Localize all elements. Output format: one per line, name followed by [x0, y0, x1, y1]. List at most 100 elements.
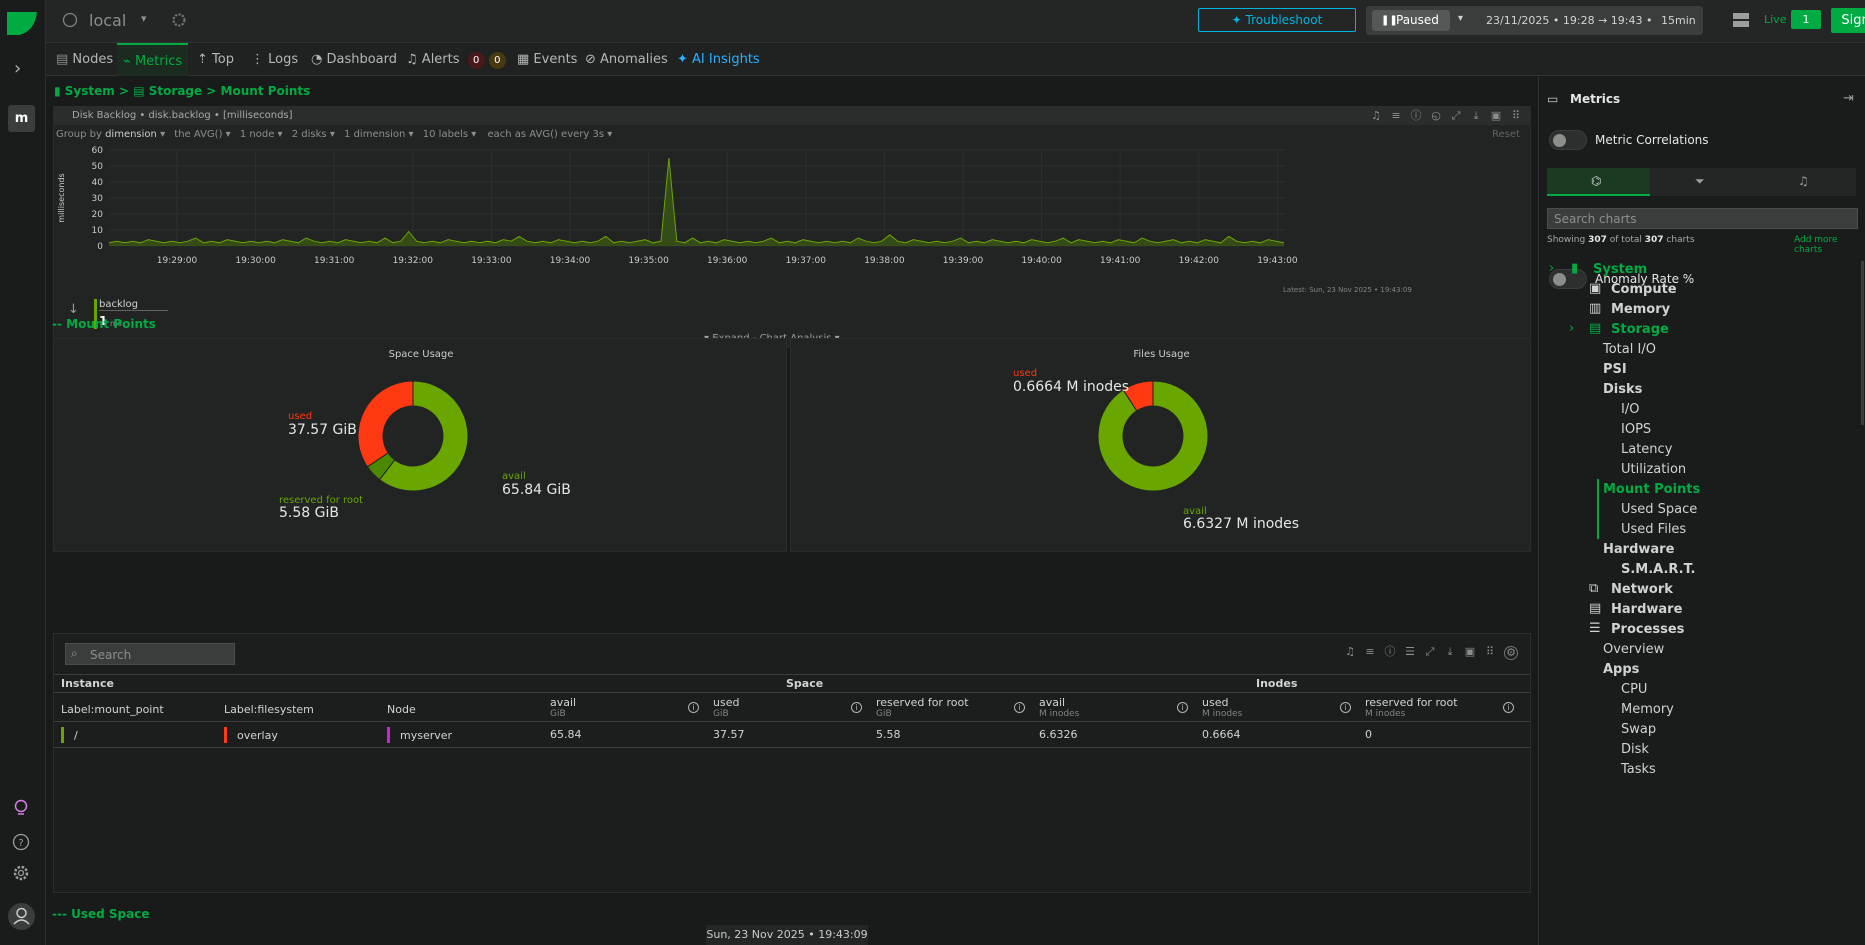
tab-ai-insights[interactable]: ✦ AI Insights [671, 43, 766, 76]
collapse-panel-icon[interactable]: ⇥ [1843, 91, 1854, 106]
metric-correlations-toggle[interactable] [1549, 130, 1587, 150]
tab-anomalies[interactable]: ⊘ Anomalies [579, 43, 674, 76]
time-aggregation-dropdown[interactable]: each as AVG() every 3s [487, 129, 605, 140]
alert-bell-icon[interactable]: ♫ [1371, 109, 1381, 122]
live-count-badge[interactable]: 1 [1791, 10, 1821, 29]
duration[interactable]: 15min [1661, 14, 1696, 27]
tree-memory[interactable]: Memory [1611, 302, 1671, 317]
tree-latency[interactable]: Latency [1621, 442, 1673, 457]
col-filesystem[interactable]: Label:filesystem [224, 703, 314, 716]
tree-hardware[interactable]: Hardware [1603, 542, 1675, 557]
tab-events[interactable]: ▦ Events [511, 43, 583, 76]
disk-backlog-area-chart[interactable]: 60 50 40 30 20 10 0 19:29:00 19:30:00 19:31:00 19:… [54, 143, 1532, 291]
labels-dropdown[interactable]: 10 labels [422, 129, 469, 140]
live-label[interactable]: Live [1764, 13, 1787, 26]
space-dropdown-icon[interactable]: ▾ [141, 12, 147, 25]
filters-icon[interactable]: ≡ [1391, 109, 1401, 122]
info-icon[interactable]: ⓘ [1384, 645, 1396, 658]
tree-network[interactable]: Network [1611, 582, 1673, 597]
tree-compute[interactable]: Compute [1611, 282, 1677, 297]
sign-in-button[interactable]: Sign in [1831, 8, 1865, 33]
space-usage-donut-chart[interactable] [54, 339, 788, 553]
col-space-used[interactable]: used [713, 696, 740, 709]
netdata-logo-icon[interactable] [5, 9, 39, 37]
fullscreen-icon[interactable]: ⤢ [1451, 109, 1461, 122]
expand-sidebar-icon[interactable]: › [14, 58, 22, 79]
tree-overview[interactable]: Overview [1603, 642, 1665, 657]
info-icon[interactable]: ⓘ [1410, 109, 1422, 122]
tree-storage[interactable]: Storage [1611, 322, 1669, 337]
breadcrumb-system[interactable]: System [64, 84, 115, 98]
table-settings-icon[interactable]: ⚙ [1504, 646, 1518, 660]
breadcrumb-storage[interactable]: Storage [148, 84, 203, 98]
tree-iops[interactable]: IOPS [1621, 422, 1652, 437]
add-more-charts-link[interactable]: Add more charts [1794, 235, 1838, 255]
tab-filters[interactable]: ⏷ [1650, 168, 1753, 196]
groupby-dropdown[interactable]: dimension [105, 129, 157, 140]
info-icon[interactable]: i [1177, 702, 1188, 713]
table-row[interactable]: / overlay myserver 65.84 37.57 5.58 6.63… [54, 722, 1530, 748]
tree-scrollbar[interactable] [1861, 261, 1864, 425]
tab-chart-nav[interactable]: ⌬ [1547, 168, 1650, 196]
info-icon[interactable]: i [1503, 702, 1514, 713]
info-icon[interactable]: i [851, 702, 862, 713]
table-search-input[interactable]: ⌕ Search [65, 643, 235, 665]
tree-psi[interactable]: PSI [1603, 362, 1627, 377]
chart-type-icon[interactable]: ◵ [1431, 109, 1441, 122]
settings-gear-icon[interactable] [12, 864, 30, 882]
troubleshoot-button[interactable]: ✦ Troubleshoot [1198, 8, 1356, 32]
aggregation-dropdown[interactable]: the AVG() [174, 129, 223, 140]
download-icon[interactable]: ⤓ [1473, 109, 1479, 122]
download-icon[interactable]: ⤓ [1447, 645, 1453, 658]
col-inodes-used[interactable]: used [1202, 696, 1229, 709]
reset-button[interactable]: Reset [1492, 129, 1520, 140]
tab-alerts-nav[interactable]: ♫ [1753, 168, 1856, 196]
space-name[interactable]: local [89, 11, 127, 30]
expand-chevron-icon[interactable]: › [1569, 321, 1575, 336]
info-icon[interactable]: i [1014, 702, 1025, 713]
search-charts-input[interactable]: Search charts [1547, 208, 1858, 229]
legend-name[interactable]: backlog [99, 299, 168, 311]
tree-used-files[interactable]: Used Files [1621, 522, 1687, 537]
table-type-icon[interactable]: ☰ [1405, 645, 1415, 658]
save-icon[interactable]: ▣ [1490, 109, 1502, 122]
dimensions-dropdown[interactable]: 1 dimension [344, 129, 406, 140]
tab-alerts[interactable]: ♫ Alerts 0 0 [400, 43, 512, 76]
col-space-reserved[interactable]: reserved for root [876, 696, 969, 709]
tree-apps-memory[interactable]: Memory [1621, 702, 1674, 717]
arrow-down-icon[interactable]: ↓ [68, 302, 79, 317]
expand-chevron-icon[interactable]: › [1549, 261, 1555, 276]
anomaly-rate-toggle[interactable] [1549, 269, 1587, 289]
files-usage-donut-chart[interactable] [791, 339, 1532, 553]
paused-button[interactable]: ❚❚ Paused [1372, 10, 1450, 31]
tree-utilization[interactable]: Utilization [1621, 462, 1687, 477]
tree-cpu[interactable]: CPU [1621, 682, 1648, 697]
drag-handle-icon[interactable]: ⠿ [1511, 109, 1521, 122]
tab-logs[interactable]: ⋮ Logs [245, 43, 304, 76]
col-space-avail[interactable]: avail [550, 696, 577, 709]
tree-total-io[interactable]: Total I/O [1603, 342, 1656, 357]
drag-handle-icon[interactable]: ⠿ [1485, 645, 1495, 658]
paused-dropdown-icon[interactable]: ▾ [1458, 13, 1464, 24]
time-range[interactable]: 23/11/2025 • 19:28 → 19:43 • [1486, 14, 1653, 27]
tree-io[interactable]: I/O [1621, 402, 1640, 417]
tree-processes[interactable]: Processes [1611, 622, 1685, 637]
tree-apps[interactable]: Apps [1603, 662, 1640, 677]
tree-hardware-top[interactable]: Hardware [1611, 602, 1683, 617]
tree-used-space[interactable]: Used Space [1621, 502, 1698, 517]
info-icon[interactable]: i [688, 702, 699, 713]
tree-system[interactable]: System [1593, 262, 1648, 277]
user-avatar[interactable] [8, 903, 35, 930]
space-settings-icon[interactable] [171, 12, 187, 28]
col-inodes-reserved[interactable]: reserved for root [1365, 696, 1458, 709]
help-icon[interactable]: ? [12, 833, 30, 851]
col-node[interactable]: Node [387, 703, 416, 716]
tab-nodes[interactable]: ▤ Nodes [50, 43, 119, 76]
nodes-layout-icon[interactable] [1732, 12, 1750, 28]
fullscreen-icon[interactable]: ⤢ [1425, 645, 1435, 658]
tree-disk[interactable]: Disk [1621, 742, 1649, 757]
tree-mount-points[interactable]: Mount Points [1603, 482, 1701, 497]
nodes-dropdown[interactable]: 1 node [239, 129, 275, 140]
tree-disks[interactable]: Disks [1603, 382, 1643, 397]
save-icon[interactable]: ▣ [1464, 645, 1476, 658]
